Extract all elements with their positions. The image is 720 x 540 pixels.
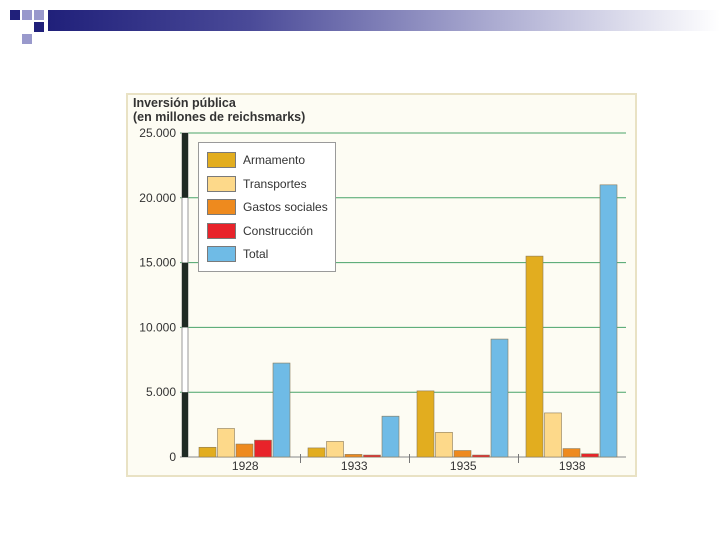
y-tick-label: 20.000 xyxy=(139,191,176,205)
legend-swatch-transportes xyxy=(207,176,236,192)
legend-swatch-armamento xyxy=(207,152,236,168)
bar-1933-construcción xyxy=(363,454,381,458)
bar-1938-gastos-sociales xyxy=(562,448,581,458)
y-axis-title-line1: Inversión pública xyxy=(133,96,236,110)
bar-1928-transportes xyxy=(217,428,235,458)
y-axis-title: Inversión pública (en millones de reichs… xyxy=(133,96,305,124)
bar-1938-total xyxy=(599,184,618,458)
bar-1935-armamento xyxy=(416,390,435,458)
y-tick-label: 15.000 xyxy=(139,256,176,270)
x-tick-label-1928: 1928 xyxy=(232,459,259,473)
header-square-2 xyxy=(22,10,32,20)
bar-1928-armamento xyxy=(198,446,217,458)
legend-label-gastos-sociales: Gastos sociales xyxy=(243,200,328,214)
bar-1938-construcción xyxy=(581,453,599,458)
y-tick-label: 10.000 xyxy=(139,320,176,334)
bar-1938-transportes xyxy=(544,412,562,458)
chart-legend: Armamento Transportes Gastos sociales Co… xyxy=(198,142,336,272)
legend-swatch-total xyxy=(207,246,236,262)
bar-1935-construcción xyxy=(472,454,490,458)
y-axis-segment xyxy=(182,133,188,198)
legend-item-armamento: Armamento xyxy=(207,151,305,169)
bar-1933-gastos-sociales xyxy=(344,454,363,458)
legend-label-transportes: Transportes xyxy=(243,177,307,191)
legend-item-transportes: Transportes xyxy=(207,175,307,193)
bar-1928-gastos-sociales xyxy=(235,443,254,458)
header-square-1 xyxy=(10,10,20,20)
header-square-4 xyxy=(34,22,44,32)
bar-1935-transportes xyxy=(435,432,453,458)
bar-1935-total xyxy=(490,338,509,458)
bar-1928-construcción xyxy=(254,439,272,458)
y-tick-label: 0 xyxy=(169,450,176,464)
bar-1933-total xyxy=(381,415,400,458)
x-tick-label-1938: 1938 xyxy=(559,459,586,473)
bar-1928-total xyxy=(272,362,291,458)
y-tick-label: 5.000 xyxy=(146,385,176,399)
bar-1938-armamento xyxy=(525,255,544,458)
legend-label-armamento: Armamento xyxy=(243,153,306,167)
x-tick-label-1933: 1933 xyxy=(341,459,368,473)
legend-item-gastos-sociales: Gastos sociales xyxy=(207,198,328,216)
legend-swatch-gastos-sociales xyxy=(207,199,236,215)
legend-item-total: Total xyxy=(207,245,268,263)
bar-1933-transportes xyxy=(326,441,344,458)
x-tick-label-1935: 1935 xyxy=(450,459,477,473)
legend-item-construccion: Construcción xyxy=(207,222,313,240)
bar-1933-armamento xyxy=(307,447,326,458)
y-axis-title-line2: (en millones de reichsmarks) xyxy=(133,110,306,124)
y-axis-segment xyxy=(182,392,188,457)
slide-header-decoration xyxy=(0,0,720,45)
legend-swatch-construccion xyxy=(207,223,236,239)
y-tick-label: 25.000 xyxy=(139,126,176,140)
header-square-5 xyxy=(22,34,32,44)
legend-label-construccion: Construcción xyxy=(243,224,314,238)
header-gradient-bar xyxy=(48,10,720,31)
bar-1935-gastos-sociales xyxy=(453,450,472,458)
legend-label-total: Total xyxy=(243,247,269,261)
header-square-3 xyxy=(34,10,44,20)
y-axis-segment xyxy=(182,262,188,328)
